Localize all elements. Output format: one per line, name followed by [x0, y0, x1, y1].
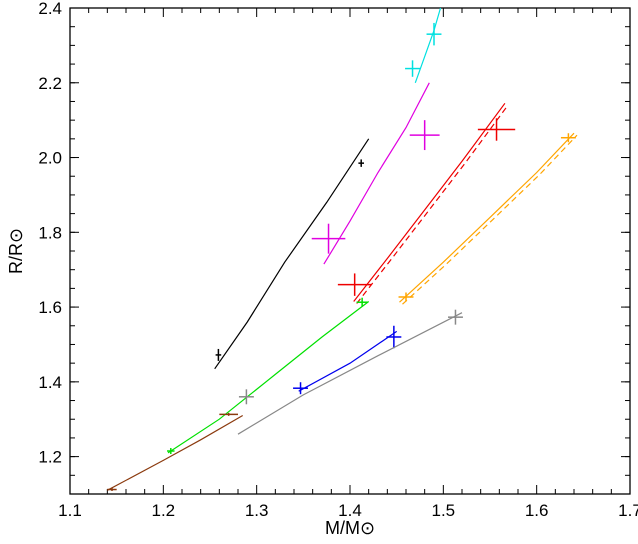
data-point: [405, 60, 420, 77]
x-tick-label: 1.3: [245, 501, 269, 520]
x-tick-label: 1.2: [152, 501, 176, 520]
data-point: [477, 118, 516, 141]
y-axis-title: R/R⊙: [6, 228, 26, 274]
data-point: [219, 412, 238, 416]
data-point: [358, 159, 364, 167]
data-point: [409, 120, 440, 151]
axis-ticks: 1.1 1.2 1.3 1.4 1.5 1.6 1.7 1.2 1.4 1.6 1.8 2.0 2.2 2…: [38, 0, 638, 520]
series-curve: [107, 414, 244, 491]
series-curve: [167, 301, 370, 454]
series-curve: [323, 82, 430, 265]
series-curve: [214, 138, 370, 370]
y-tick-label: 1.4: [38, 373, 62, 392]
data-point: [238, 389, 254, 405]
y-tick-label: 2.4: [38, 0, 62, 18]
y-tick-label: 2.2: [38, 74, 62, 93]
x-tick-label: 1.4: [338, 501, 362, 520]
series-curve-dashed: [356, 104, 509, 304]
series-curve: [353, 102, 506, 302]
data-point: [167, 448, 175, 454]
y-tick-label: 1.8: [38, 223, 62, 242]
data-point: [386, 325, 402, 349]
series-curve: [414, 7, 442, 84]
data-point: [426, 22, 442, 46]
x-tick-label: 1.5: [432, 501, 456, 520]
plot-frame: [69, 7, 631, 495]
data-point: [293, 382, 308, 395]
series-curve: [237, 312, 463, 435]
series-curve-dashed: [402, 134, 578, 305]
y-tick-label: 1.6: [38, 298, 62, 317]
data-point: [560, 133, 576, 143]
x-tick-label: 1.6: [525, 501, 549, 520]
series-layer: [107, 7, 578, 492]
x-tick-label: 1.1: [58, 501, 82, 520]
data-point: [398, 292, 414, 302]
y-tick-label: 1.2: [38, 448, 62, 467]
x-tick-label: 1.7: [618, 501, 638, 520]
x-axis-title: M/M⊙: [325, 518, 375, 538]
y-tick-label: 2.0: [38, 149, 62, 168]
data-point: [356, 297, 368, 307]
data-point: [215, 348, 222, 361]
data-point: [337, 273, 372, 296]
series-curve: [298, 330, 398, 392]
data-point: [107, 488, 117, 492]
data-point: [448, 309, 463, 325]
series-curve: [399, 132, 575, 303]
data-point: [311, 223, 346, 254]
